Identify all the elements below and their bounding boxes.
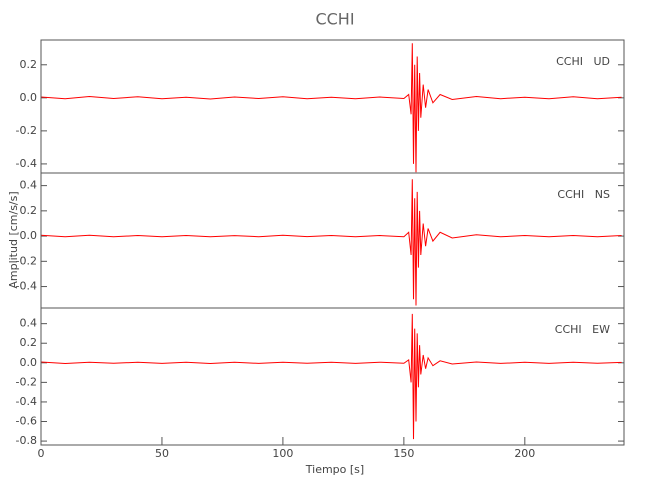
waveform [40,43,622,173]
waveform [40,313,622,440]
y-tick-label: -0.4 [16,157,37,170]
y-tick-label: 0.4 [20,317,38,330]
x-tick-label: 200 [514,447,535,460]
y-tick-label: 0.0 [20,356,38,369]
y-tick-label: 0.0 [20,91,38,104]
y-tick-label: -0.4 [16,395,37,408]
x-tick-label: 0 [38,447,45,460]
panel-frame [40,39,625,174]
y-tick-label: -0.8 [16,434,37,447]
y-tick-label: 0.0 [20,229,38,242]
trace-label: CCHI UD [556,55,610,68]
y-tick-label: 0.2 [20,58,38,71]
y-tick-label: -0.2 [16,124,37,137]
y-tick-label: 0.4 [20,179,38,192]
x-tick-label: 150 [393,447,414,460]
trace-label: CCHI EW [555,323,610,336]
trace-label: CCHI NS [557,188,610,201]
waveform [40,179,622,306]
panel-frame [40,172,625,309]
x-tick-label: 100 [272,447,293,460]
y-tick-label: 0.2 [20,204,38,217]
chart-title: CCHI [315,10,354,29]
x-tick-label: 50 [155,447,169,460]
y-tick-label: -0.2 [16,254,37,267]
panel-frame [40,307,625,446]
y-tick-label: -0.2 [16,375,37,388]
y-tick-label: -0.6 [16,415,37,428]
y-axis-label: Amplitud [cm/s/s] [7,191,20,288]
x-axis-label: Tiempo [s] [305,463,364,476]
y-tick-label: -0.4 [16,280,37,293]
y-tick-label: 0.2 [20,336,38,349]
